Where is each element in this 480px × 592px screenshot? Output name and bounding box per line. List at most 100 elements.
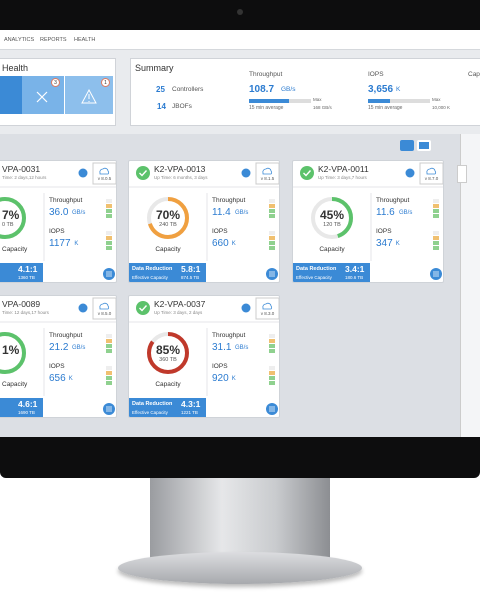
card-name: K2-VPA-0011 xyxy=(318,164,369,174)
card-version: v 8.1.5 xyxy=(260,176,275,181)
card-graphics xyxy=(0,162,116,280)
cloud-icon xyxy=(99,167,110,175)
iops-unit: K xyxy=(74,241,79,247)
iops-max: 10,000 K xyxy=(432,105,451,110)
throughput-unit: GB/s xyxy=(399,210,413,216)
view-toggle-grid[interactable] xyxy=(417,140,431,151)
detail-icon xyxy=(269,406,275,412)
summary-title: Summary xyxy=(135,63,174,73)
level-bar xyxy=(106,339,112,343)
nav-item[interactable]: ANALYTICS xyxy=(4,37,35,43)
throughput-unit: GB/s xyxy=(235,210,249,216)
nav-bar xyxy=(0,30,480,50)
throughput-max-label: Max xyxy=(313,97,322,102)
iops-bar xyxy=(368,99,430,103)
side-arrow[interactable] xyxy=(457,165,467,183)
level-bar xyxy=(106,376,112,380)
card-graphics xyxy=(0,297,116,415)
reduction-label: Data Reduction xyxy=(132,401,173,407)
level-bar xyxy=(433,241,439,245)
info-icon xyxy=(78,303,88,313)
level-bar xyxy=(106,199,112,203)
iops-unit: K xyxy=(396,86,401,93)
level-bar xyxy=(433,204,439,208)
screen: ANALYTICS REPORTS HEALTH Health 3 1 Summary 25 C… xyxy=(0,30,480,437)
effective-label: Effective Capacity xyxy=(132,410,168,415)
throughput-unit: GB/s xyxy=(72,210,86,216)
warning-icon xyxy=(81,88,97,104)
info-icon xyxy=(241,168,251,178)
effective-value: 1690 TB xyxy=(18,410,35,415)
status-ok xyxy=(136,301,150,315)
level-bar xyxy=(269,334,275,338)
card-name: VPA-0089 xyxy=(2,299,41,309)
card-version: v 8.5.0 xyxy=(97,311,112,316)
capacity-ring xyxy=(147,332,189,374)
level-bar xyxy=(433,236,439,240)
level-bar xyxy=(269,246,275,250)
level-bar xyxy=(106,209,112,213)
throughput-max: 168 GB/s xyxy=(313,105,332,110)
level-bar xyxy=(106,334,112,338)
throughput-value: 108.7 xyxy=(249,84,275,95)
throughput-note: 15 min average xyxy=(249,105,284,111)
reduction-strip xyxy=(129,398,206,417)
level-bar xyxy=(106,204,112,208)
level-bar xyxy=(106,344,112,348)
iops-label: IOPS xyxy=(49,363,65,370)
x-icon xyxy=(36,91,48,103)
capacity-caption: Capacity xyxy=(2,246,28,253)
level-bar xyxy=(269,214,275,218)
capacity-size: 360 TB xyxy=(159,357,177,363)
iops-note: 15 min average xyxy=(368,105,403,111)
capacity-percent: 70% xyxy=(155,208,181,222)
capacity-caption: Capacity xyxy=(319,246,345,253)
level-bar xyxy=(106,214,112,218)
card-uptime: Time: 12 days,17 hours xyxy=(2,310,49,315)
capacity-size: 0 TB xyxy=(2,222,14,228)
effective-value: 1360 TB xyxy=(18,275,35,280)
controllers-count: 25 xyxy=(156,85,165,94)
iops-value: 920 xyxy=(212,373,229,384)
card-name: K2-VPA-0013 xyxy=(154,164,206,174)
effective-label: Effective Capacity xyxy=(132,275,168,280)
card-graphics xyxy=(293,162,443,280)
level-bar xyxy=(269,339,275,343)
level-bar xyxy=(269,376,275,380)
capacity-ring xyxy=(0,332,26,374)
card-uptime: Up Time: 3 days, 2 days xyxy=(154,310,203,315)
level-bar xyxy=(106,236,112,240)
throughput-value: 31.1 xyxy=(212,342,232,353)
version-box xyxy=(255,162,279,185)
reduction-strip xyxy=(293,263,370,282)
stand-neck xyxy=(150,478,330,562)
throughput-value: 36.0 xyxy=(49,207,69,218)
capacity-size: 120 TB xyxy=(323,222,341,228)
version-box xyxy=(92,162,116,185)
info-icon xyxy=(241,303,251,313)
version-box xyxy=(419,162,443,185)
jbofs-label: JBOFs xyxy=(172,103,192,110)
effective-label: Effective Capacity xyxy=(296,275,332,280)
view-toggle-list[interactable] xyxy=(400,140,414,151)
reduction-value: 4.1:1 xyxy=(18,264,38,274)
nav-item[interactable]: HEALTH xyxy=(74,37,96,43)
reduction-strip xyxy=(0,263,43,282)
card-uptime: Up Time: 3 days,7 hours xyxy=(318,175,367,180)
throughput-value: 11.6 xyxy=(376,207,395,218)
card-name: K2-VPA-0037 xyxy=(154,299,206,309)
device-card: K2-VPA-0011 Up Time: 3 days,7 hours v 8.7.… xyxy=(292,160,444,283)
effective-value: 874.5 TB xyxy=(181,275,200,280)
level-bar xyxy=(269,371,275,375)
level-bar xyxy=(106,371,112,375)
iops-label: IOPS xyxy=(376,228,392,235)
throughput-label: Throughput xyxy=(212,197,246,204)
effective-value: 1221 TB xyxy=(181,410,198,415)
health-tile[interactable] xyxy=(0,76,22,114)
card-version: v 8.7.0 xyxy=(424,176,439,181)
capacity-caption: Capacity xyxy=(155,381,181,388)
effective-value: 180.6 TB xyxy=(345,275,364,280)
nav-item[interactable]: REPORTS xyxy=(40,37,67,43)
throughput-label: Throughput xyxy=(249,71,283,78)
